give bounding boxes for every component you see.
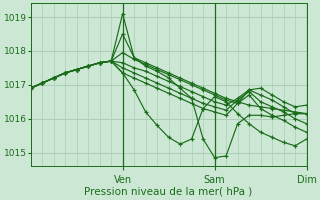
X-axis label: Pression niveau de la mer( hPa ): Pression niveau de la mer( hPa ) bbox=[84, 187, 253, 197]
